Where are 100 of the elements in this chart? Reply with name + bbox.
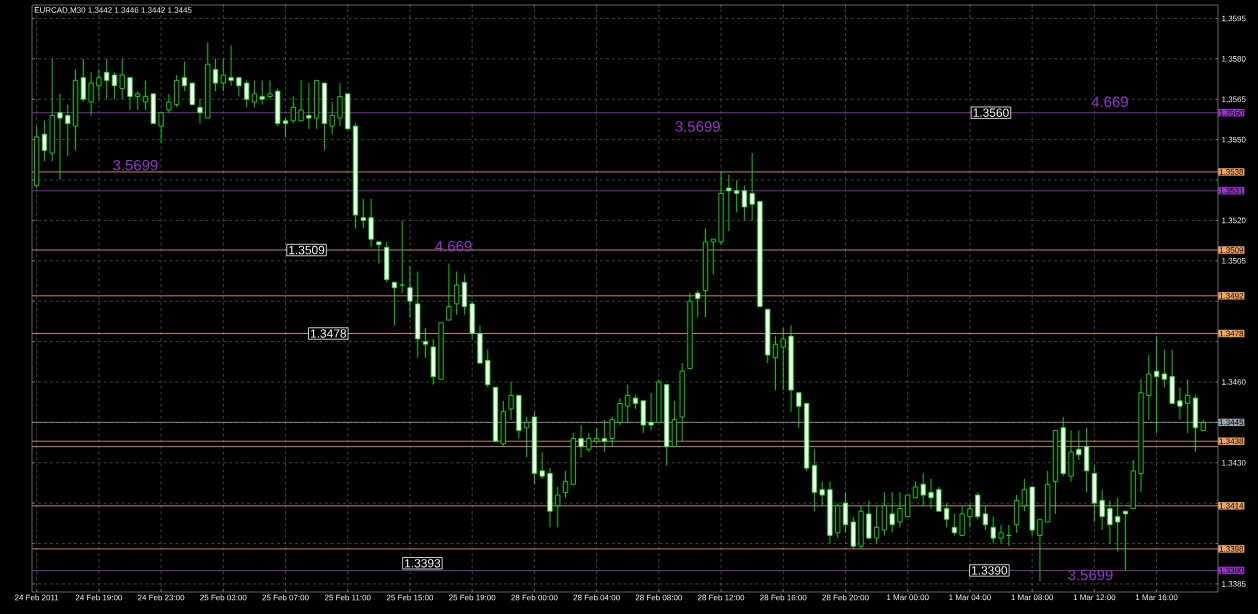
candlestick — [990, 516, 996, 544]
candlestick — [158, 112, 164, 143]
candlestick — [982, 505, 989, 531]
candlestick — [267, 79, 273, 100]
candlestick — [936, 486, 942, 512]
candlestick — [920, 473, 926, 507]
annotation: 3.5699 — [1068, 569, 1113, 581]
candlestick — [772, 335, 779, 391]
candlestick — [539, 451, 545, 480]
candlestick — [749, 152, 755, 221]
candlestick — [617, 397, 623, 426]
candlestick — [360, 198, 366, 229]
candlestick — [734, 179, 740, 213]
candlestick — [228, 44, 234, 87]
candlestick — [609, 416, 615, 447]
candlestick — [65, 104, 71, 157]
candlestick — [975, 491, 981, 520]
candlestick — [282, 117, 289, 138]
candlestick — [928, 478, 934, 509]
candlestick — [819, 481, 825, 507]
candlestick — [594, 427, 600, 445]
candlestick — [951, 513, 957, 536]
candlestick — [454, 271, 460, 316]
candlestick — [135, 90, 141, 111]
candlestick — [1107, 500, 1113, 544]
candlestick — [142, 79, 149, 111]
candlestick — [57, 93, 63, 181]
candlestick — [80, 58, 86, 103]
candlestick — [329, 101, 335, 135]
candlestick — [212, 58, 219, 92]
candlestick — [586, 432, 592, 453]
candlestick — [422, 327, 429, 359]
candlestick — [710, 238, 716, 275]
annotation: 4.669 — [1091, 96, 1128, 108]
candlestick — [337, 82, 343, 127]
candlestick — [41, 120, 48, 162]
candlestick — [889, 491, 895, 534]
candlestick — [695, 290, 701, 318]
candlestick — [944, 502, 950, 528]
annotation: 1.3478 — [310, 329, 347, 338]
candlestick — [625, 384, 631, 423]
candlestick — [244, 79, 250, 108]
candlestick — [119, 58, 125, 100]
candlestick — [104, 58, 110, 100]
annotation: 3.5699 — [113, 159, 158, 171]
candlestick — [1122, 510, 1129, 571]
candlestick — [726, 174, 732, 232]
candlestick — [1115, 497, 1121, 553]
candlestick — [780, 327, 786, 391]
annotation: 3.5699 — [675, 121, 720, 132]
candlestick — [298, 79, 304, 122]
annotation: 1.3509 — [289, 245, 325, 255]
candlestick — [220, 58, 226, 92]
candlestick — [1177, 386, 1183, 421]
candlestick — [1146, 354, 1152, 421]
candlestick — [524, 416, 530, 458]
candlestick — [508, 381, 514, 421]
candlestick — [111, 71, 118, 100]
candlestick — [1037, 518, 1043, 582]
annotation: 1.3560 — [973, 108, 1009, 117]
candlestick — [306, 82, 312, 130]
candlestick — [1099, 489, 1105, 531]
candlestick — [959, 505, 965, 536]
candlestick — [251, 79, 258, 108]
candlestick — [1154, 335, 1160, 434]
candlestick — [601, 419, 607, 453]
candlestick — [407, 265, 413, 318]
candlestick — [96, 69, 102, 100]
candlestick — [741, 185, 747, 221]
candlestick — [181, 61, 188, 92]
candlestick — [197, 98, 203, 124]
candlestick — [376, 241, 382, 264]
candlestick — [259, 79, 265, 106]
annotation: 1.3393 — [405, 559, 441, 568]
candlestick — [446, 263, 452, 321]
candlestick — [796, 392, 802, 429]
candlestick — [88, 71, 94, 116]
candlestick — [897, 491, 903, 528]
candlestick — [1185, 378, 1191, 434]
candlestick — [648, 392, 654, 431]
annotation: 1.3390 — [971, 566, 1008, 575]
candlestick — [578, 424, 584, 458]
candlestick — [562, 470, 569, 499]
annotation: 4.669 — [435, 240, 472, 252]
candlestick — [905, 494, 911, 518]
candlestick — [842, 491, 849, 534]
candlestick — [1021, 478, 1027, 512]
candlestick — [189, 82, 195, 106]
candlestick — [1076, 430, 1082, 461]
candlestick — [127, 77, 133, 111]
candlestick — [874, 505, 880, 544]
candlestick — [236, 77, 242, 97]
candlestick — [998, 524, 1004, 544]
candlestick — [391, 281, 397, 326]
candlestick — [555, 486, 561, 528]
candlestick — [368, 198, 374, 248]
candlestick — [1161, 349, 1167, 388]
candlestick — [967, 502, 973, 528]
candlestick — [166, 93, 172, 114]
candlestick — [399, 220, 405, 294]
